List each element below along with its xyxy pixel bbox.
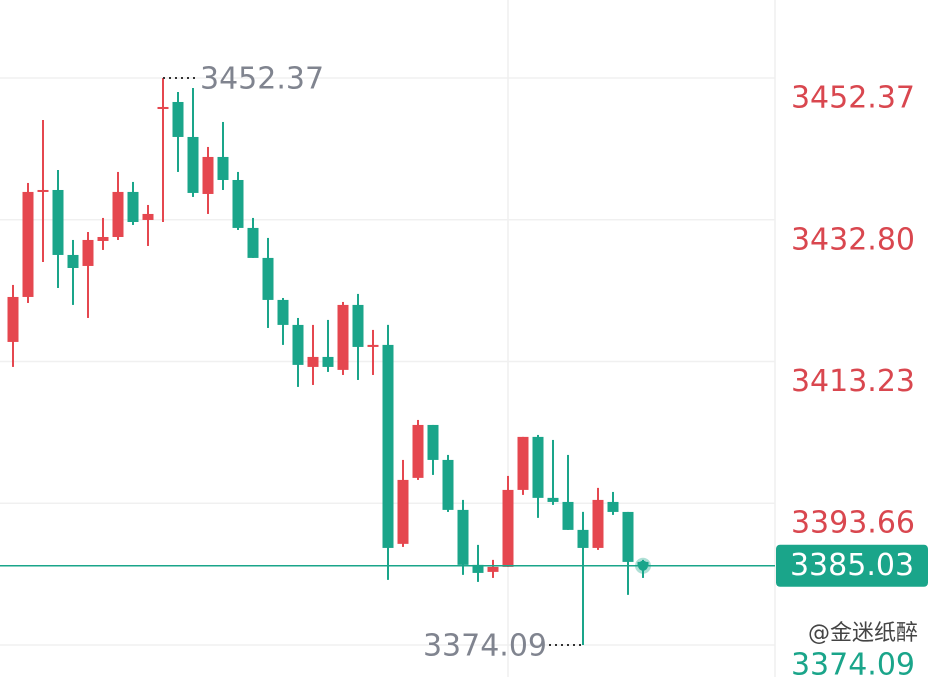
y-tick-label: 3413.23 xyxy=(791,364,915,399)
body xyxy=(427,424,439,460)
body xyxy=(487,566,499,572)
body xyxy=(157,106,169,110)
low-marker-label: 3374.09 xyxy=(423,628,547,663)
body xyxy=(292,324,304,365)
body xyxy=(607,501,619,512)
body xyxy=(502,489,514,567)
body xyxy=(142,213,154,220)
body xyxy=(562,501,574,530)
body xyxy=(367,344,379,347)
body xyxy=(307,356,319,367)
y-tick-label: 3393.66 xyxy=(791,506,915,541)
body xyxy=(442,459,454,510)
body xyxy=(262,257,274,300)
body xyxy=(187,136,199,193)
body xyxy=(172,101,184,137)
body xyxy=(217,156,229,180)
body xyxy=(277,299,289,325)
body xyxy=(547,497,559,502)
body xyxy=(247,227,259,258)
body xyxy=(97,236,109,241)
watermark: @金迷纸醉 xyxy=(808,621,918,646)
y-tick-label: 3374.09 xyxy=(791,647,915,677)
body xyxy=(112,191,124,237)
body xyxy=(592,499,604,548)
body xyxy=(382,344,394,548)
body xyxy=(82,239,94,266)
body xyxy=(7,296,19,342)
body xyxy=(532,436,544,498)
body xyxy=(397,479,409,544)
y-tick-label: 3432.80 xyxy=(791,222,915,257)
y-tick-label: 3452.37 xyxy=(791,81,915,116)
body xyxy=(232,179,244,228)
body xyxy=(22,191,34,297)
body xyxy=(352,304,364,347)
body xyxy=(67,254,79,268)
body xyxy=(127,191,139,222)
body xyxy=(412,424,424,478)
body xyxy=(52,189,64,255)
body xyxy=(457,509,469,565)
live-dot xyxy=(638,560,648,571)
last-price-badge xyxy=(776,544,928,587)
body xyxy=(472,564,484,573)
body xyxy=(322,356,334,367)
body xyxy=(337,304,349,370)
body xyxy=(577,529,589,548)
body xyxy=(37,189,49,192)
body xyxy=(202,156,214,194)
body xyxy=(622,511,634,562)
body xyxy=(517,436,529,490)
high-marker-label: 3452.37 xyxy=(200,62,324,97)
last-price-label: 3385.03 xyxy=(790,548,914,583)
